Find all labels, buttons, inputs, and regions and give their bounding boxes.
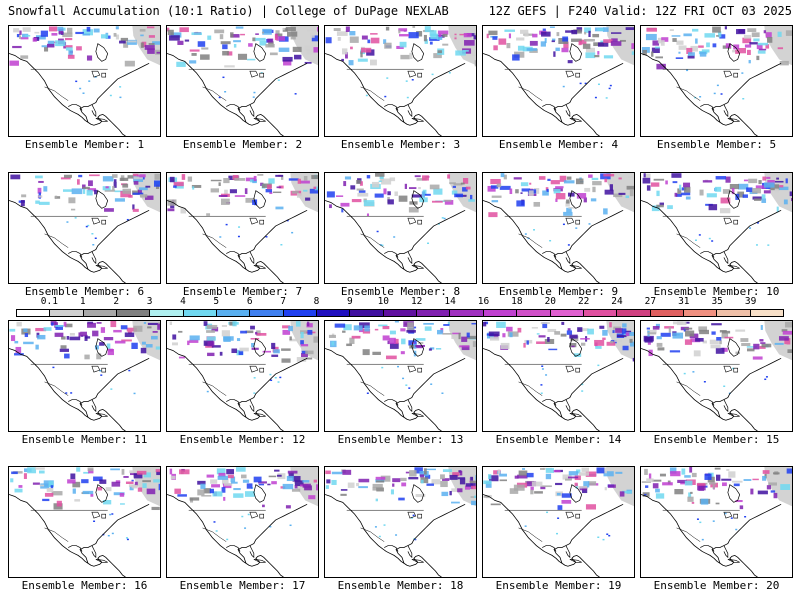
snowfall-map-member-16 [8,466,161,578]
snowfall-map-member-14 [482,320,635,432]
snowfall-map-member-8 [324,172,477,284]
ensemble-member-label: Ensemble Member: 7 [182,285,303,298]
snowfall-map-member-17 [166,466,319,578]
ensemble-member-label: Ensemble Member: 20 [653,579,780,592]
snowfall-map-member-13 [324,320,477,432]
colorbar-swatch [283,310,318,316]
colorbar-swatch [217,310,251,316]
snowfall-map-member-10 [640,172,793,284]
colorbar-swatch [383,310,418,316]
ensemble-member-label: Ensemble Member: 13 [337,433,464,446]
colorbar-tick-label: 20 [544,296,557,307]
ensemble-member-label: Ensemble Member: 19 [495,579,622,592]
colorbar-tick-label: 1 [79,296,86,307]
colorbar-tick-label: 39 [744,296,757,307]
snowfall-map-member-1 [8,25,161,137]
ensemble-member-label: Ensemble Member: 5 [656,138,777,151]
ensemble-member-label: Ensemble Member: 18 [337,579,464,592]
colorbar-tick-label: 18 [511,296,523,307]
colorbar-swatch [550,310,584,316]
colorbar-tick-label: 35 [711,296,723,307]
snowfall-map-member-3 [324,25,477,137]
ensemble-member-label: Ensemble Member: 15 [653,433,780,446]
colorbar-swatch [650,310,684,316]
colorbar-tick-label: 14 [444,296,456,307]
colorbar-swatch [583,310,618,316]
colorbar-tick-label: 10 [377,296,390,307]
colorbar-tick-label: 7 [280,296,286,307]
ensemble-member-label: Ensemble Member: 11 [21,433,148,446]
ensemble-member-label: Ensemble Member: 16 [21,579,148,592]
colorbar-tick-label: 16 [477,296,490,307]
colorbar-tick-label: 2 [113,296,120,307]
snowfall-map-member-15 [640,320,793,432]
colorbar-swatch [150,310,184,316]
ensemble-member-label: Ensemble Member: 6 [24,285,145,298]
snowfall-map-member-9 [482,172,635,284]
colorbar-swatch [750,310,783,316]
colorbar-tick-label: 12 [410,296,423,307]
colorbar-swatch [83,310,118,316]
ensemble-member-label: Ensemble Member: 12 [179,433,306,446]
colorbar-swatch [350,310,384,316]
ensemble-member-label: Ensemble Member: 4 [498,138,619,151]
colorbar-tick-label: 5 [213,296,220,307]
colorbar-swatch [183,310,218,316]
snowfall-map-member-20 [640,466,793,578]
ensemble-member-label: Ensemble Member: 2 [182,138,303,151]
ensemble-member-label: Ensemble Member: 8 [340,285,461,298]
colorbar-swatch [50,310,84,316]
colorbar-swatch [517,310,551,316]
snowfall-map-member-4 [482,25,635,137]
snowfall-map-member-7 [166,172,319,284]
colorbar-tick-label: 27 [644,296,657,307]
snowfall-map-member-18 [324,466,477,578]
colorbar-tick-label: 0.1 [40,296,58,307]
colorbar-swatch [450,310,484,316]
colorbar-swatch [483,310,518,316]
colorbar-tick-label: 9 [347,296,353,307]
snowfall-colorbar [16,309,784,317]
colorbar-swatch [317,310,351,316]
ensemble-member-label: Ensemble Member: 9 [498,285,619,298]
colorbar-tick-label: 31 [678,296,690,307]
snowfall-map-member-2 [166,25,319,137]
colorbar-tick-label: 8 [313,296,320,307]
snowfall-map-member-6 [8,172,161,284]
colorbar-tick-label: 24 [611,296,623,307]
ensemble-member-label: Ensemble Member: 14 [495,433,622,446]
model-run-info: 12Z GEFS | F240 Valid: 12Z FRI OCT 03 20… [488,4,792,18]
snowfall-map-member-11 [8,320,161,432]
ensemble-member-label: Ensemble Member: 17 [179,579,306,592]
colorbar-tick-label: 22 [577,296,590,307]
snowfall-map-member-19 [482,466,635,578]
colorbar-labels: 0.1 1 2 3 4 5 6 7 8 9 10 12 14 16 18 20 22 24 27 31 35 39 [16,296,784,308]
colorbar-swatch [17,310,51,316]
colorbar-swatch [250,310,284,316]
colorbar-tick-label: 6 [246,296,253,307]
map-title: Snowfall Accumulation (10:1 Ratio) | Col… [8,4,449,18]
colorbar-swatch [683,310,718,316]
snowfall-map-member-12 [166,320,319,432]
ensemble-member-label: Ensemble Member: 3 [340,138,461,151]
colorbar-swatch [717,310,751,316]
colorbar-tick-label: 3 [146,296,153,307]
ensemble-member-label: Ensemble Member: 1 [24,138,145,151]
colorbar-tick-label: 4 [180,296,186,307]
colorbar-swatch [117,310,151,316]
ensemble-member-label: Ensemble Member: 10 [653,285,780,298]
colorbar-swatch [617,310,651,316]
colorbar-swatch [417,310,451,316]
snowfall-map-member-5 [640,25,793,137]
